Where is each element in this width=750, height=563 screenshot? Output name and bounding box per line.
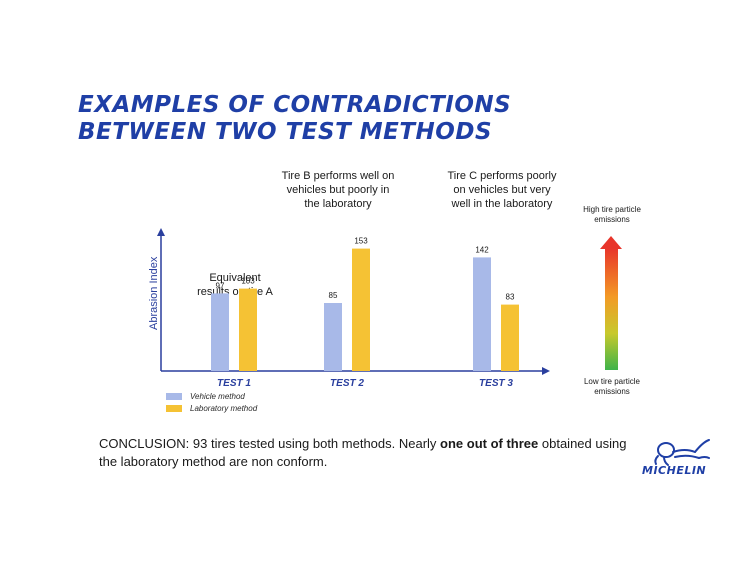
data-label: 85 — [329, 291, 338, 300]
data-label: 97 — [216, 281, 225, 290]
data-label: 83 — [506, 293, 515, 302]
gauge-high-label: High tire particle emissions — [567, 205, 657, 225]
legend-label-laboratory: Laboratory method — [190, 404, 258, 413]
annotation-test-3-line-3: well in the laboratory — [451, 198, 553, 210]
data-label: 153 — [354, 237, 368, 246]
data-label: 142 — [475, 245, 489, 254]
bar-test-3-vehicle — [473, 257, 491, 371]
annotation-test-2-line-1: Tire B performs well on — [281, 170, 395, 182]
page-title-line-2: BETWEEN TWO TEST METHODS — [78, 119, 493, 145]
conclusion-part-2: obtained using the laboratory method are… — [99, 436, 627, 469]
annotation-test-3-line-2: on vehicles but very — [453, 184, 551, 196]
legend-swatch-vehicle — [166, 393, 182, 400]
annotation-test-3-line-1: Tire C performs poorly — [447, 170, 557, 182]
gauge-low-label: Low tire particle emissions — [567, 377, 657, 397]
conclusion-text: CONCLUSION: 93 tires tested using both m… — [99, 435, 639, 471]
gauge-high-label-line-1: High tire particle — [583, 205, 641, 214]
michelin-logo-text: MICHELIN — [642, 464, 707, 477]
bar-test-3-laboratory — [501, 304, 519, 371]
y-axis-label: Abrasion Index — [148, 256, 160, 330]
x-tick-label: TEST 1 — [217, 378, 251, 389]
legend-item-laboratory: Laboratory method — [166, 404, 257, 413]
annotation-test-2: Tire B performs well on vehicles but poo… — [268, 169, 408, 211]
annotation-test-2-line-2: vehicles but poorly in — [286, 184, 390, 196]
x-tick-label: TEST 3 — [479, 378, 513, 389]
legend-swatch-laboratory — [166, 405, 182, 412]
legend-label-vehicle: Vehicle method — [190, 392, 245, 401]
bar-test-1-laboratory — [239, 288, 257, 371]
bar-test-2-vehicle — [324, 303, 342, 371]
data-label: 103 — [241, 277, 255, 286]
gauge-low-label-line-1: Low tire particle — [583, 377, 641, 386]
annotation-test-2-line-3: the laboratory — [304, 198, 372, 210]
gauge-low-label-line-2: emissions — [594, 387, 630, 396]
conclusion-bold: one out of three — [440, 436, 539, 451]
gauge-arrow-head — [600, 236, 622, 249]
legend-item-vehicle: Vehicle method — [166, 392, 245, 401]
bar-test-1-vehicle — [211, 293, 229, 371]
bar-test-2-laboratory — [352, 248, 370, 371]
conclusion-part-1: CONCLUSION: 93 tires tested using both m… — [99, 436, 441, 451]
x-axis-arrow — [542, 367, 550, 375]
michelin-man-icon — [654, 439, 710, 466]
page-title-line-1: EXAMPLES OF CONTRADICTIONS — [78, 92, 512, 118]
annotation-test-3: Tire C performs poorly on vehicles but v… — [432, 169, 572, 211]
x-tick-label: TEST 2 — [330, 378, 364, 389]
gauge-high-label-line-2: emissions — [594, 215, 630, 224]
annotation-test-1-line-1: Equivalent — [209, 272, 261, 284]
emissions-gradient-arrow — [605, 248, 618, 370]
y-axis-arrow — [157, 228, 165, 236]
